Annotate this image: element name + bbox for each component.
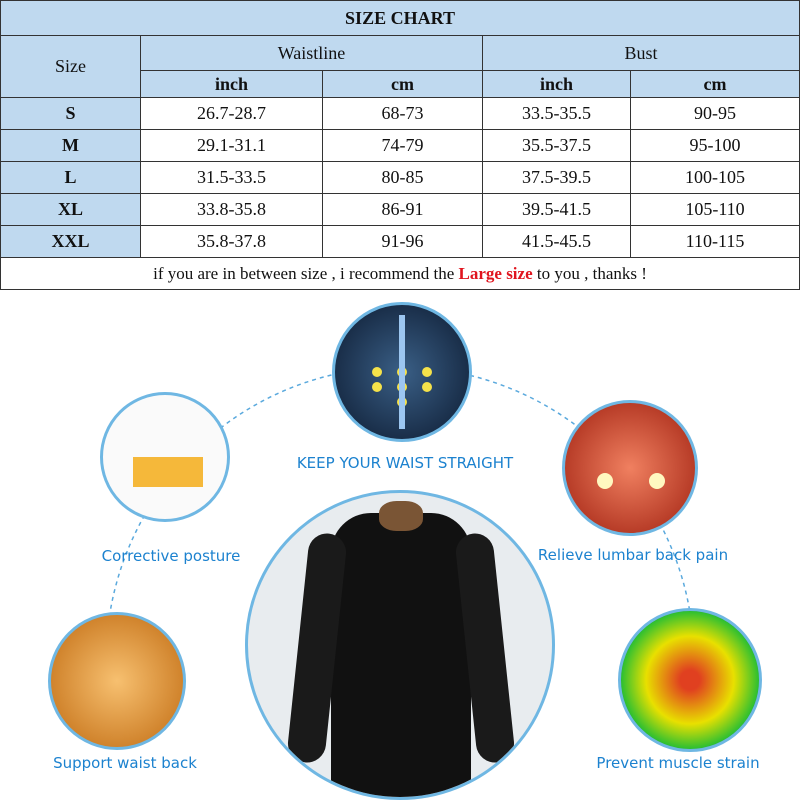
unit-header: cm [322, 70, 483, 98]
muscle-strain-illustration [618, 608, 762, 752]
size-value: 33.8-35.8 [140, 193, 323, 226]
size-value: 110-115 [630, 225, 800, 258]
size-value: 35.8-37.8 [140, 225, 323, 258]
unit-header: inch [482, 70, 631, 98]
lumbar-pain-illustration [562, 400, 698, 536]
unit-header: cm [630, 70, 800, 98]
unit-header: inch [140, 70, 323, 98]
chart-title: SIZE CHART [0, 0, 800, 36]
size-label: S [0, 97, 141, 130]
note-text: if you are in between size , i recommend… [153, 263, 459, 283]
size-value: 35.5-37.5 [482, 129, 631, 162]
feature-label-lumbar-pain: Relieve lumbar back pain [537, 546, 729, 564]
table-row: L 31.5-33.5 80-85 37.5-39.5 100-105 [0, 161, 800, 194]
size-value: 90-95 [630, 97, 800, 130]
support-waist-illustration [48, 612, 186, 750]
size-note: if you are in between size , i recommend… [0, 257, 800, 290]
spine-illustration [332, 302, 472, 442]
note-text: to you , thanks ! [532, 263, 647, 283]
size-value: 33.5-35.5 [482, 97, 631, 130]
size-label: XL [0, 193, 141, 226]
feature-label-support-waist: Support waist back [53, 754, 197, 772]
size-value: 31.5-33.5 [140, 161, 323, 194]
size-chart-table: SIZE CHART Size Waistline Bust inch cm i… [0, 0, 800, 290]
table-row: S 26.7-28.7 68-73 33.5-35.5 90-95 [0, 97, 800, 130]
feature-label-corrective-posture: Corrective posture [101, 547, 241, 565]
size-label: M [0, 129, 141, 162]
feature-label-waist-straight: KEEP YOUR WAIST STRAIGHT [296, 454, 514, 472]
feature-label-muscle-strain: Prevent muscle strain [596, 754, 760, 772]
size-label: L [0, 161, 141, 194]
corrective-posture-illustration [100, 392, 230, 522]
model-shirt-photo [245, 490, 555, 800]
size-value: 91-96 [322, 225, 483, 258]
note-highlight: Large size [458, 263, 533, 283]
size-value: 26.7-28.7 [140, 97, 323, 130]
bust-header: Bust [482, 35, 800, 71]
size-label: XXL [0, 225, 141, 258]
